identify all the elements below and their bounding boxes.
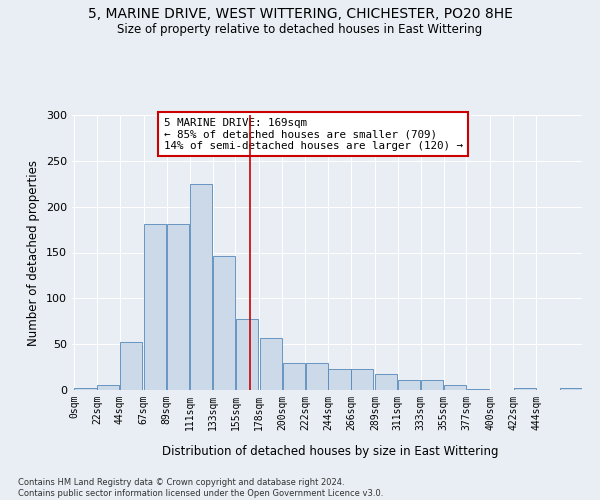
Bar <box>74 388 97 390</box>
Bar <box>97 384 119 390</box>
Bar <box>236 318 258 390</box>
Y-axis label: Number of detached properties: Number of detached properties <box>28 160 40 346</box>
Bar <box>560 388 581 390</box>
Bar <box>213 256 235 390</box>
Bar <box>260 338 282 390</box>
Bar <box>467 389 489 390</box>
Bar <box>305 362 328 390</box>
Bar <box>120 342 142 390</box>
Bar <box>514 388 536 390</box>
Text: Size of property relative to detached houses in East Wittering: Size of property relative to detached ho… <box>118 22 482 36</box>
Text: Contains HM Land Registry data © Crown copyright and database right 2024.
Contai: Contains HM Land Registry data © Crown c… <box>18 478 383 498</box>
Bar <box>167 224 189 390</box>
Bar <box>144 224 166 390</box>
Bar <box>190 184 212 390</box>
Bar <box>328 369 350 390</box>
Text: Distribution of detached houses by size in East Wittering: Distribution of detached houses by size … <box>162 445 498 458</box>
Bar <box>444 386 466 390</box>
Bar <box>421 380 443 390</box>
Bar <box>375 374 397 390</box>
Text: 5 MARINE DRIVE: 169sqm
← 85% of detached houses are smaller (709)
14% of semi-de: 5 MARINE DRIVE: 169sqm ← 85% of detached… <box>164 118 463 151</box>
Bar <box>283 362 305 390</box>
Text: 5, MARINE DRIVE, WEST WITTERING, CHICHESTER, PO20 8HE: 5, MARINE DRIVE, WEST WITTERING, CHICHES… <box>88 8 512 22</box>
Bar <box>352 369 373 390</box>
Bar <box>398 380 420 390</box>
